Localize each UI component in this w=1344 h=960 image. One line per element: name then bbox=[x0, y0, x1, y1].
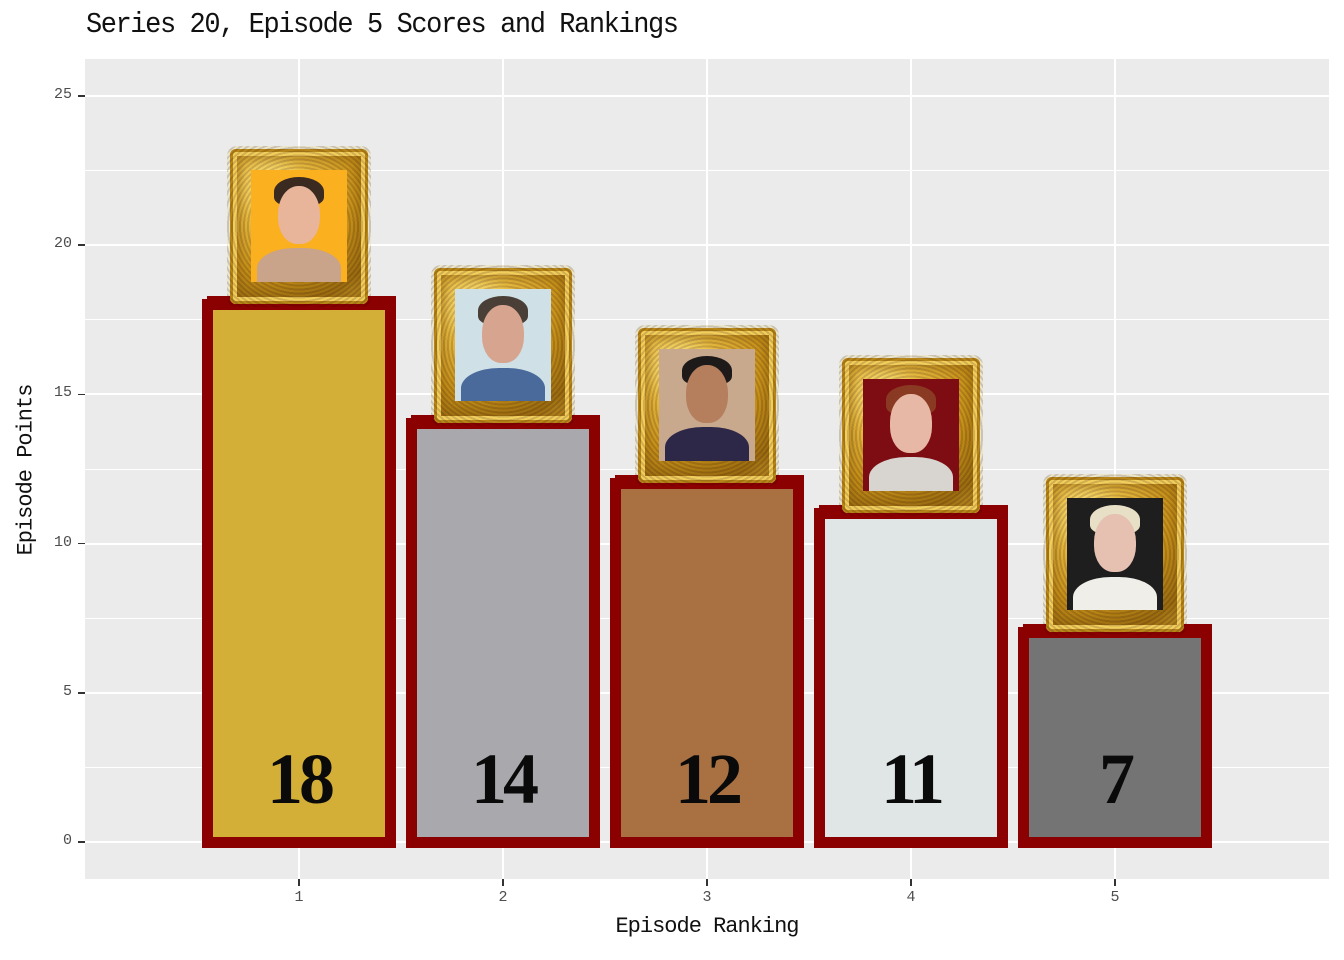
portrait-face bbox=[277, 185, 321, 244]
y-tick-label: 5 bbox=[62, 682, 72, 700]
x-tick-mark bbox=[502, 879, 504, 886]
y-tick-mark bbox=[78, 841, 85, 843]
bar-value-label: 14 bbox=[471, 738, 539, 819]
x-tick-label: 4 bbox=[906, 889, 916, 906]
y-tick-label: 25 bbox=[53, 86, 72, 103]
bar-value-label: 18 bbox=[267, 738, 335, 819]
x-tick-mark bbox=[706, 879, 708, 886]
bar-value-label: 12 bbox=[675, 738, 743, 819]
gold-frame-icon bbox=[431, 265, 575, 427]
contestant-portrait bbox=[251, 169, 347, 282]
bar-fill bbox=[417, 429, 589, 837]
bar-rank-5: 7 bbox=[1018, 627, 1212, 848]
x-tick-label: 5 bbox=[1110, 889, 1120, 906]
x-tick-mark bbox=[1114, 879, 1116, 886]
portrait-body bbox=[868, 457, 954, 491]
portrait-face bbox=[889, 394, 933, 453]
y-tick-label: 0 bbox=[62, 832, 72, 849]
x-tick-label: 3 bbox=[702, 889, 712, 906]
bar-value-label: 7 bbox=[1099, 738, 1135, 819]
y-tick-mark bbox=[78, 542, 85, 545]
bar-rank-2: 14 bbox=[406, 418, 600, 848]
portrait-face bbox=[1093, 513, 1137, 573]
bar-fill bbox=[825, 518, 997, 837]
contestant-portrait bbox=[455, 289, 551, 402]
bar-rank-3: 12 bbox=[610, 477, 804, 848]
bar-fill bbox=[1029, 638, 1201, 837]
portrait-face bbox=[481, 304, 525, 364]
bar-fill bbox=[621, 488, 793, 837]
y-tick-label: 20 bbox=[53, 235, 72, 253]
gold-frame-icon bbox=[227, 145, 371, 307]
y-tick-label: 10 bbox=[53, 533, 72, 551]
y-tick-label: 15 bbox=[53, 384, 72, 402]
bar-fill bbox=[213, 309, 385, 837]
bar-value-label: 11 bbox=[880, 738, 945, 819]
y-tick-mark bbox=[78, 393, 85, 396]
x-tick-label: 2 bbox=[498, 889, 508, 906]
portrait-body bbox=[664, 427, 750, 461]
bar-rank-1: 18 bbox=[202, 298, 396, 848]
x-tick-mark bbox=[910, 879, 912, 886]
portrait-face bbox=[685, 364, 729, 423]
y-tick-mark bbox=[78, 692, 85, 694]
portrait-body bbox=[256, 248, 342, 282]
contestant-portrait bbox=[659, 348, 755, 461]
contestant-portrait bbox=[863, 378, 959, 491]
x-axis-label: Episode Ranking bbox=[615, 914, 799, 939]
vertical-gridline bbox=[1114, 59, 1116, 879]
gold-frame-icon bbox=[1043, 474, 1187, 636]
contestant-portrait bbox=[1067, 498, 1163, 611]
y-axis-label: Episode Points bbox=[13, 384, 39, 556]
y-tick-mark bbox=[78, 95, 85, 97]
gold-frame-icon bbox=[839, 354, 983, 516]
x-tick-mark bbox=[298, 879, 300, 886]
x-tick-label: 1 bbox=[294, 889, 304, 906]
portrait-body bbox=[1072, 576, 1158, 611]
bar-rank-4: 11 bbox=[814, 507, 1008, 848]
y-tick-mark bbox=[78, 244, 85, 246]
portrait-body bbox=[460, 367, 546, 402]
gold-frame-icon bbox=[635, 324, 779, 486]
chart-title: Series 20, Episode 5 Scores and Rankings bbox=[86, 8, 679, 41]
